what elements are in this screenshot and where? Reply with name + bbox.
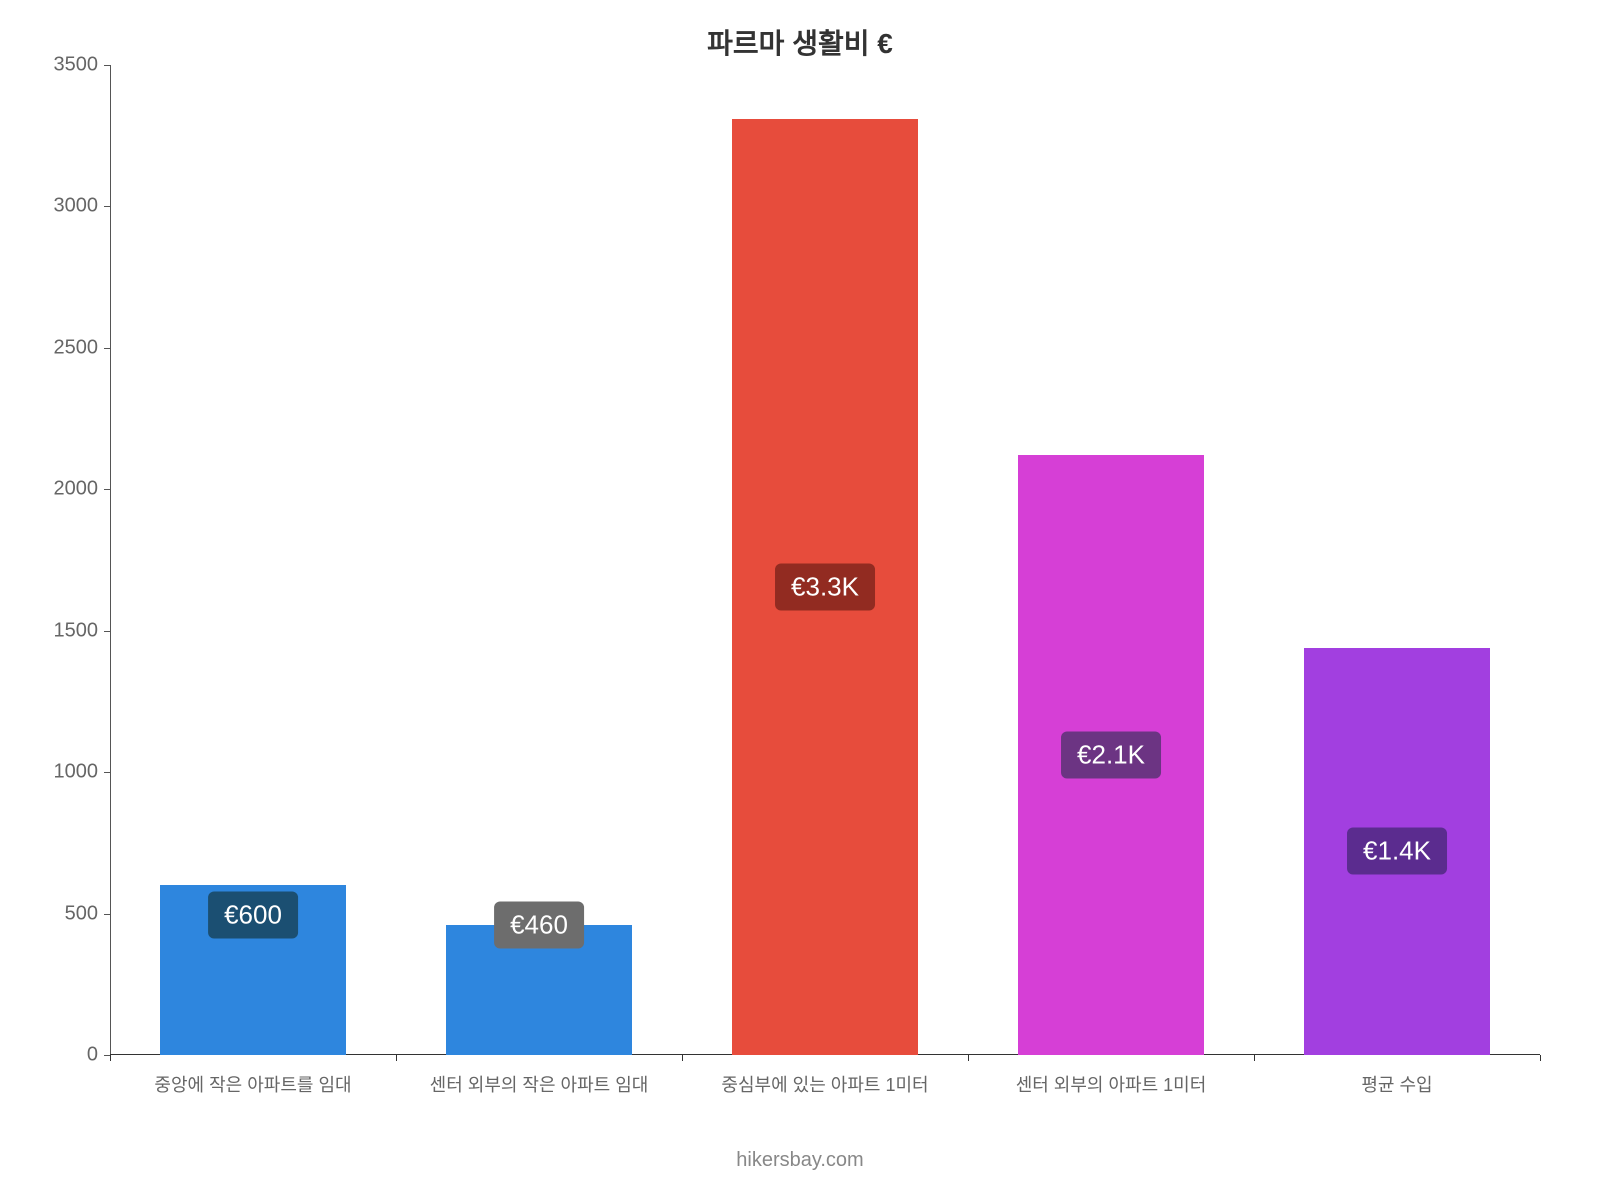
y-tick-label: 2000	[10, 478, 110, 501]
y-tick-mark	[104, 489, 110, 490]
y-tick-mark	[104, 631, 110, 632]
chart-container: 파르마 생활비 € 0500100015002000250030003500€6…	[0, 0, 1600, 1200]
x-tick-mark	[1540, 1055, 1541, 1061]
x-tick-mark	[110, 1055, 111, 1061]
y-tick-label: 500	[10, 902, 110, 925]
x-category-label: 중앙에 작은 아파트를 임대	[154, 1055, 351, 1097]
y-tick-mark	[104, 914, 110, 915]
y-tick-label: 0	[10, 1044, 110, 1067]
chart-title: 파르마 생활비 €	[0, 22, 1600, 62]
x-tick-mark	[396, 1055, 397, 1061]
bar-value-label: €460	[494, 901, 584, 948]
y-axis-line	[110, 65, 111, 1055]
y-tick-label: 3500	[10, 54, 110, 77]
y-tick-mark	[104, 772, 110, 773]
x-tick-mark	[968, 1055, 969, 1061]
bar-value-label: €600	[208, 892, 298, 939]
y-tick-mark	[104, 65, 110, 66]
bar-value-label: €2.1K	[1061, 732, 1161, 779]
x-tick-mark	[682, 1055, 683, 1061]
x-category-label: 중심부에 있는 아파트 1미터	[721, 1055, 928, 1097]
bar-value-label: €1.4K	[1347, 828, 1447, 875]
y-tick-mark	[104, 348, 110, 349]
plot-area: 0500100015002000250030003500€600중앙에 작은 아…	[110, 65, 1540, 1055]
attribution-text: hikersbay.com	[0, 1149, 1600, 1172]
bar-value-label: €3.3K	[775, 563, 875, 610]
x-category-label: 센터 외부의 아파트 1미터	[1016, 1055, 1207, 1097]
y-tick-label: 3000	[10, 195, 110, 218]
x-category-label: 평균 수입	[1361, 1055, 1432, 1097]
y-tick-label: 1500	[10, 619, 110, 642]
x-category-label: 센터 외부의 작은 아파트 임대	[430, 1055, 649, 1097]
x-tick-mark	[1254, 1055, 1255, 1061]
y-tick-label: 1000	[10, 761, 110, 784]
y-tick-label: 2500	[10, 336, 110, 359]
y-tick-mark	[104, 206, 110, 207]
